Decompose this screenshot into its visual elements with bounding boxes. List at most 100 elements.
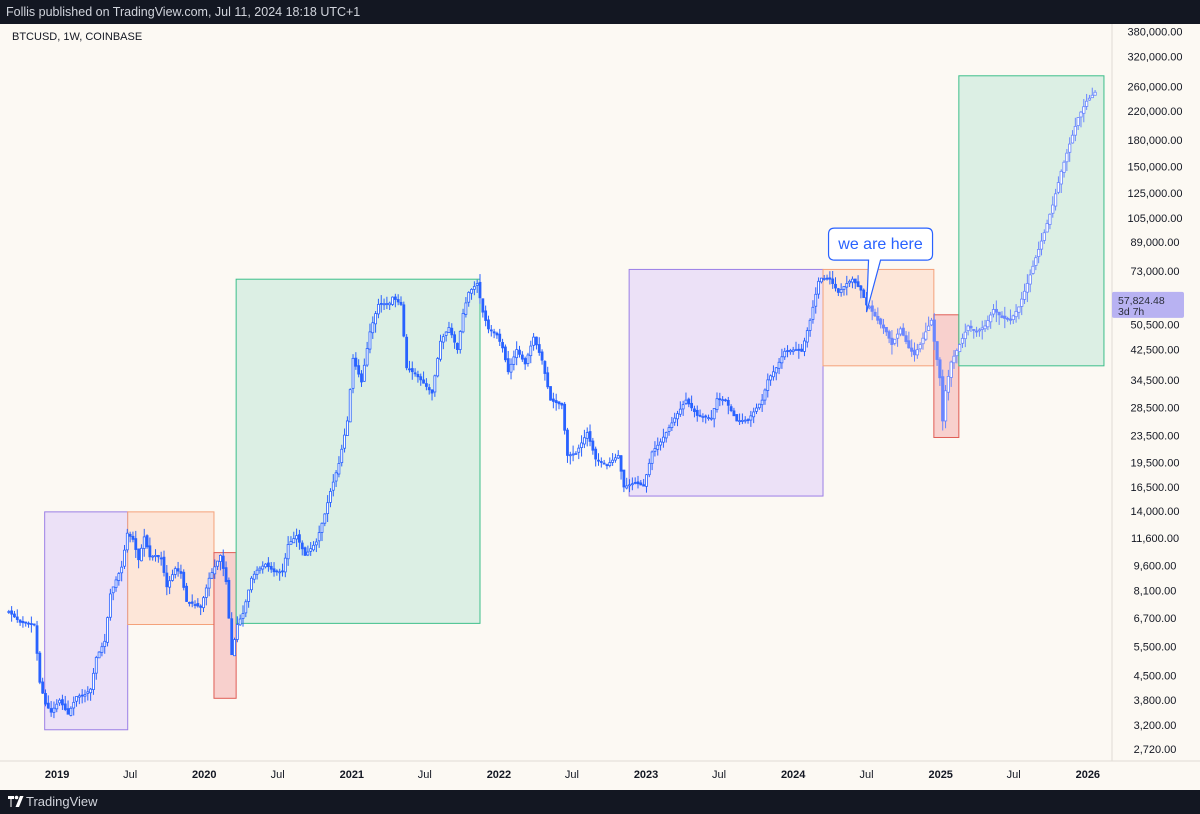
proj-body — [986, 320, 990, 328]
candle-body — [224, 567, 228, 582]
candle-body — [608, 462, 612, 467]
candle-body — [108, 593, 112, 618]
proj-body — [884, 327, 888, 333]
candle-body — [261, 565, 265, 570]
candle-body — [32, 623, 36, 626]
candle-body — [125, 532, 129, 551]
candle-body — [340, 448, 344, 464]
candle-body — [636, 481, 640, 485]
proj-body — [912, 349, 917, 356]
time-axis[interactable]: 2019 Jul 2020 Jul 2021 Jul 2022 Jul 2023 Jul 2024 J… — [45, 769, 1100, 781]
proj-body — [991, 309, 996, 315]
candle-body — [18, 619, 22, 623]
candle-body — [518, 349, 521, 355]
proj-body — [924, 331, 928, 340]
candle-body — [439, 340, 442, 360]
proj-body — [974, 330, 979, 333]
candle-body — [769, 375, 773, 381]
candle-body — [343, 434, 346, 449]
candle-body — [678, 408, 682, 415]
candle-body — [173, 568, 177, 575]
candle-body — [374, 313, 378, 325]
proj-body — [879, 318, 883, 325]
y-tick-label: 11,600.00 — [1131, 533, 1179, 545]
x-tick-label: 2019 — [45, 769, 69, 781]
candle-body — [357, 365, 361, 375]
candle-body — [306, 551, 310, 556]
proj-body — [949, 361, 953, 378]
candle-body — [659, 441, 662, 446]
candle-body — [292, 538, 296, 544]
candle-body — [66, 708, 70, 715]
callout-bubble — [827, 227, 934, 313]
proj-body — [1085, 100, 1089, 107]
candle-body — [752, 411, 756, 418]
candle-body — [684, 399, 688, 404]
proj-body — [893, 338, 897, 344]
candle-body — [447, 327, 451, 333]
candle-body — [464, 302, 468, 315]
candle-body — [712, 408, 716, 420]
candle-body — [574, 452, 578, 455]
candle-body — [385, 303, 389, 305]
candle-body — [444, 331, 448, 336]
candle-body — [560, 402, 564, 406]
candle-body — [137, 548, 140, 561]
footer-bar: TradingView — [0, 790, 1200, 814]
y-tick-label: 28,500.00 — [1131, 403, 1180, 415]
candle-body — [551, 398, 555, 402]
candle-body — [529, 345, 533, 357]
candle-body — [433, 375, 437, 393]
chart-area[interactable]: 380,000.00 320,000.00 260,000.00 220,000.00… — [0, 24, 1200, 790]
y-tick-label: 180,000.00 — [1127, 135, 1182, 147]
proj-body — [904, 335, 908, 342]
candle-body — [825, 277, 829, 280]
candle-body — [746, 419, 750, 421]
candle-body — [523, 358, 527, 365]
candle-body — [7, 611, 11, 613]
candle-body — [145, 535, 149, 548]
x-tick-label: Jul — [712, 769, 726, 781]
candle-body — [331, 481, 335, 491]
candle-body — [396, 299, 400, 303]
candle-body — [269, 565, 273, 570]
candle-body — [461, 313, 465, 333]
candle-body — [148, 545, 152, 558]
candle-body — [202, 597, 205, 609]
tradingview-brand[interactable]: TradingView — [26, 794, 98, 809]
y-tick-label: 4,500.00 — [1134, 671, 1177, 683]
candle-body — [298, 534, 301, 543]
proj-body — [977, 329, 982, 332]
candle-body — [836, 288, 840, 293]
candle-body — [487, 319, 490, 330]
candle-body — [72, 701, 76, 709]
candle-body — [187, 602, 191, 604]
candle-body — [103, 640, 107, 647]
candle-body — [117, 573, 121, 581]
candle-body — [718, 398, 722, 401]
candle-body — [772, 371, 775, 378]
candle-body — [106, 617, 109, 643]
candle-body — [642, 484, 646, 487]
candle-body — [190, 601, 194, 604]
candle-body — [803, 340, 806, 352]
y-tick-label: 105,000.00 — [1127, 213, 1182, 225]
candle-body — [55, 703, 59, 710]
proj-body — [1037, 248, 1041, 257]
y-tick-label: 42,500.00 — [1131, 345, 1180, 357]
candles — [7, 270, 868, 719]
candle-body — [165, 572, 169, 588]
proj-body — [963, 331, 967, 340]
candle-body — [633, 482, 637, 484]
candle-body — [92, 672, 95, 690]
candle-body — [526, 354, 530, 364]
proj-body — [876, 315, 880, 321]
candle-body — [114, 579, 118, 588]
candle-body — [250, 577, 253, 591]
candle-body — [492, 331, 496, 334]
x-tick-label: 2026 — [1076, 769, 1100, 781]
proj-body — [1065, 152, 1069, 163]
tradingview-logo-icon[interactable] — [8, 795, 24, 814]
purple-box-2022 — [628, 268, 824, 497]
proj-body — [1006, 317, 1010, 320]
